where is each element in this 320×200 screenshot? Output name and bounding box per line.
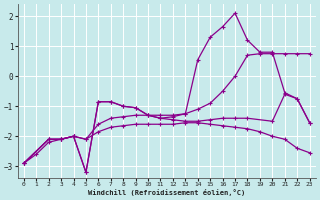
X-axis label: Windchill (Refroidissement éolien,°C): Windchill (Refroidissement éolien,°C) xyxy=(88,189,245,196)
